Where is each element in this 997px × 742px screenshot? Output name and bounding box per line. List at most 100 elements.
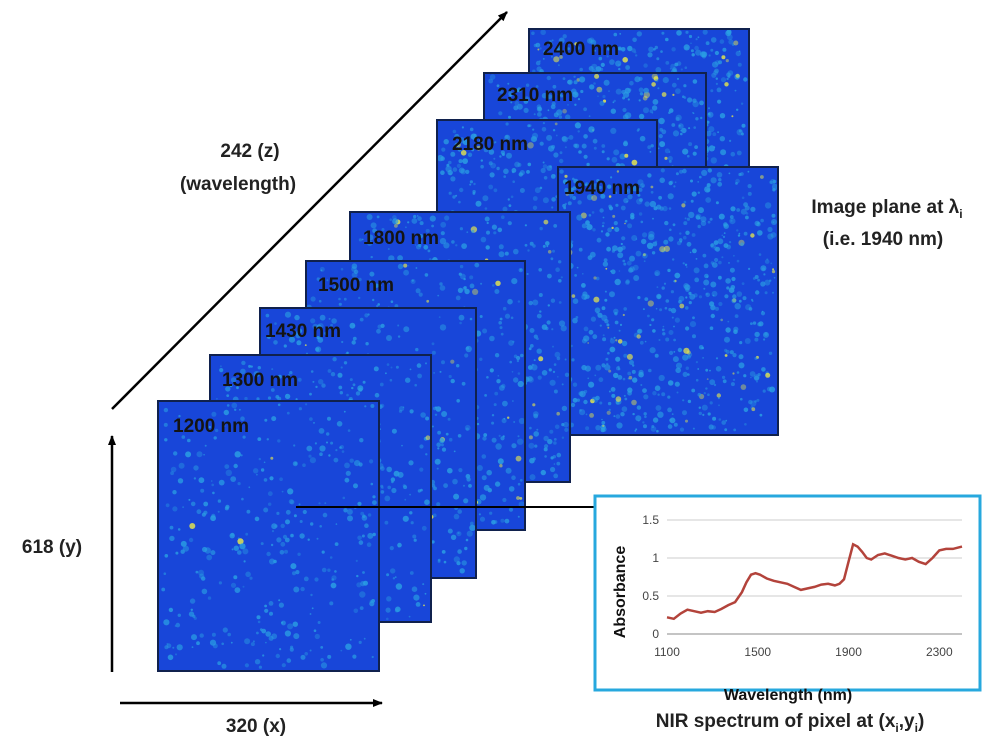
- texture-speck: [424, 499, 430, 506]
- texture-speck: [564, 146, 567, 149]
- texture-speck: [720, 149, 727, 156]
- texture-speck: [719, 216, 721, 219]
- texture-speck: [567, 201, 572, 206]
- texture-speck: [662, 77, 669, 84]
- texture-speck: [694, 277, 700, 283]
- texture-speck: [448, 437, 453, 442]
- texture-speck: [263, 478, 268, 482]
- texture-speck: [226, 404, 230, 407]
- texture-speck: [718, 60, 722, 65]
- texture-speck: [293, 586, 300, 593]
- texture-speck: [769, 386, 776, 393]
- texture-speck: [704, 186, 711, 193]
- texture-speck: [476, 422, 480, 426]
- texture-speck: [741, 123, 746, 128]
- texture-speck: [340, 267, 344, 271]
- texture-speck: [532, 299, 539, 306]
- texture-speck: [552, 84, 557, 89]
- texture-speck: [561, 136, 569, 143]
- image-stack: 2400 nm 2310 nm 2180 nm 1940 nm 1800 nm …: [157, 28, 779, 672]
- texture-speck: [491, 421, 495, 425]
- texture-speck: [738, 232, 741, 235]
- texture-speck: [773, 276, 776, 279]
- texture-speck: [710, 48, 714, 52]
- texture-speck: [718, 418, 722, 421]
- texture-speck: [315, 385, 318, 389]
- texture-speck: [242, 585, 245, 588]
- texture-speck: [655, 78, 659, 83]
- texture-speck: [351, 340, 356, 345]
- texture-speck: [479, 357, 483, 361]
- texture-speck: [636, 31, 642, 37]
- texture-speck: [591, 211, 595, 214]
- texture-speck: [752, 321, 757, 325]
- texture-speck: [529, 426, 532, 430]
- texture-speck: [600, 62, 605, 67]
- frame-label: 2180 nm: [452, 134, 528, 155]
- texture-speck: [440, 231, 445, 236]
- texture-speck: [371, 655, 374, 659]
- texture-speck: [659, 127, 663, 132]
- texture-speck: [613, 99, 616, 103]
- texture-speck: [644, 415, 647, 419]
- texture-speck: [559, 55, 563, 59]
- texture-speck: [182, 545, 189, 552]
- texture-speck: [608, 408, 611, 411]
- texture-speck: [481, 475, 487, 481]
- texture-speck: [268, 502, 272, 506]
- texture-speck: [623, 394, 626, 397]
- texture-speck: [695, 38, 698, 41]
- texture-speck: [327, 369, 332, 373]
- texture-speck: [258, 457, 261, 461]
- texture-speck: [294, 314, 300, 321]
- texture-speck: [622, 114, 629, 120]
- texture-speck: [243, 560, 246, 563]
- texture-speck: [473, 182, 476, 186]
- y-tick-label: 1: [652, 551, 659, 565]
- texture-speck: [517, 300, 521, 303]
- texture-speck: [508, 91, 514, 97]
- texture-speck: [593, 146, 597, 150]
- texture-speck: [672, 130, 680, 137]
- texture-speck: [573, 80, 578, 85]
- texture-speck: [601, 224, 605, 228]
- texture-speck: [692, 98, 697, 103]
- texture-speck: [769, 180, 773, 184]
- texture-speck: [268, 635, 274, 641]
- texture-speck: [300, 586, 305, 592]
- texture-speck: [650, 185, 654, 189]
- texture-speck: [414, 383, 418, 387]
- texture-speck: [343, 410, 346, 413]
- texture-speck: [694, 145, 698, 150]
- texture-speck: [717, 131, 719, 134]
- texture-speck: [287, 623, 294, 630]
- texture-speck: [679, 169, 684, 174]
- texture-speck: [511, 475, 516, 481]
- texture-speck: [441, 550, 446, 554]
- texture-speck: [662, 205, 668, 212]
- texture-speck: [629, 80, 634, 86]
- texture-speck: [623, 141, 628, 147]
- texture-speck: [527, 142, 534, 149]
- texture-speck: [499, 155, 502, 158]
- texture-speck: [370, 255, 373, 259]
- texture-speck: [284, 537, 290, 543]
- texture-speck: [661, 31, 665, 35]
- texture-speck: [717, 181, 723, 187]
- texture-speck: [653, 76, 659, 81]
- texture-speck: [721, 55, 726, 60]
- texture-speck: [615, 414, 621, 419]
- texture-speck: [469, 183, 472, 186]
- texture-speck: [709, 217, 713, 221]
- texture-speck: [757, 278, 760, 282]
- texture-speck: [389, 378, 393, 382]
- texture-speck: [527, 249, 530, 252]
- texture-speck: [591, 63, 598, 70]
- texture-speck: [714, 68, 719, 74]
- texture-speck: [330, 441, 334, 445]
- texture-speck: [359, 606, 364, 610]
- texture-speck: [688, 301, 692, 305]
- texture-speck: [309, 457, 316, 464]
- texture-speck: [553, 224, 558, 228]
- texture-speck: [245, 571, 251, 578]
